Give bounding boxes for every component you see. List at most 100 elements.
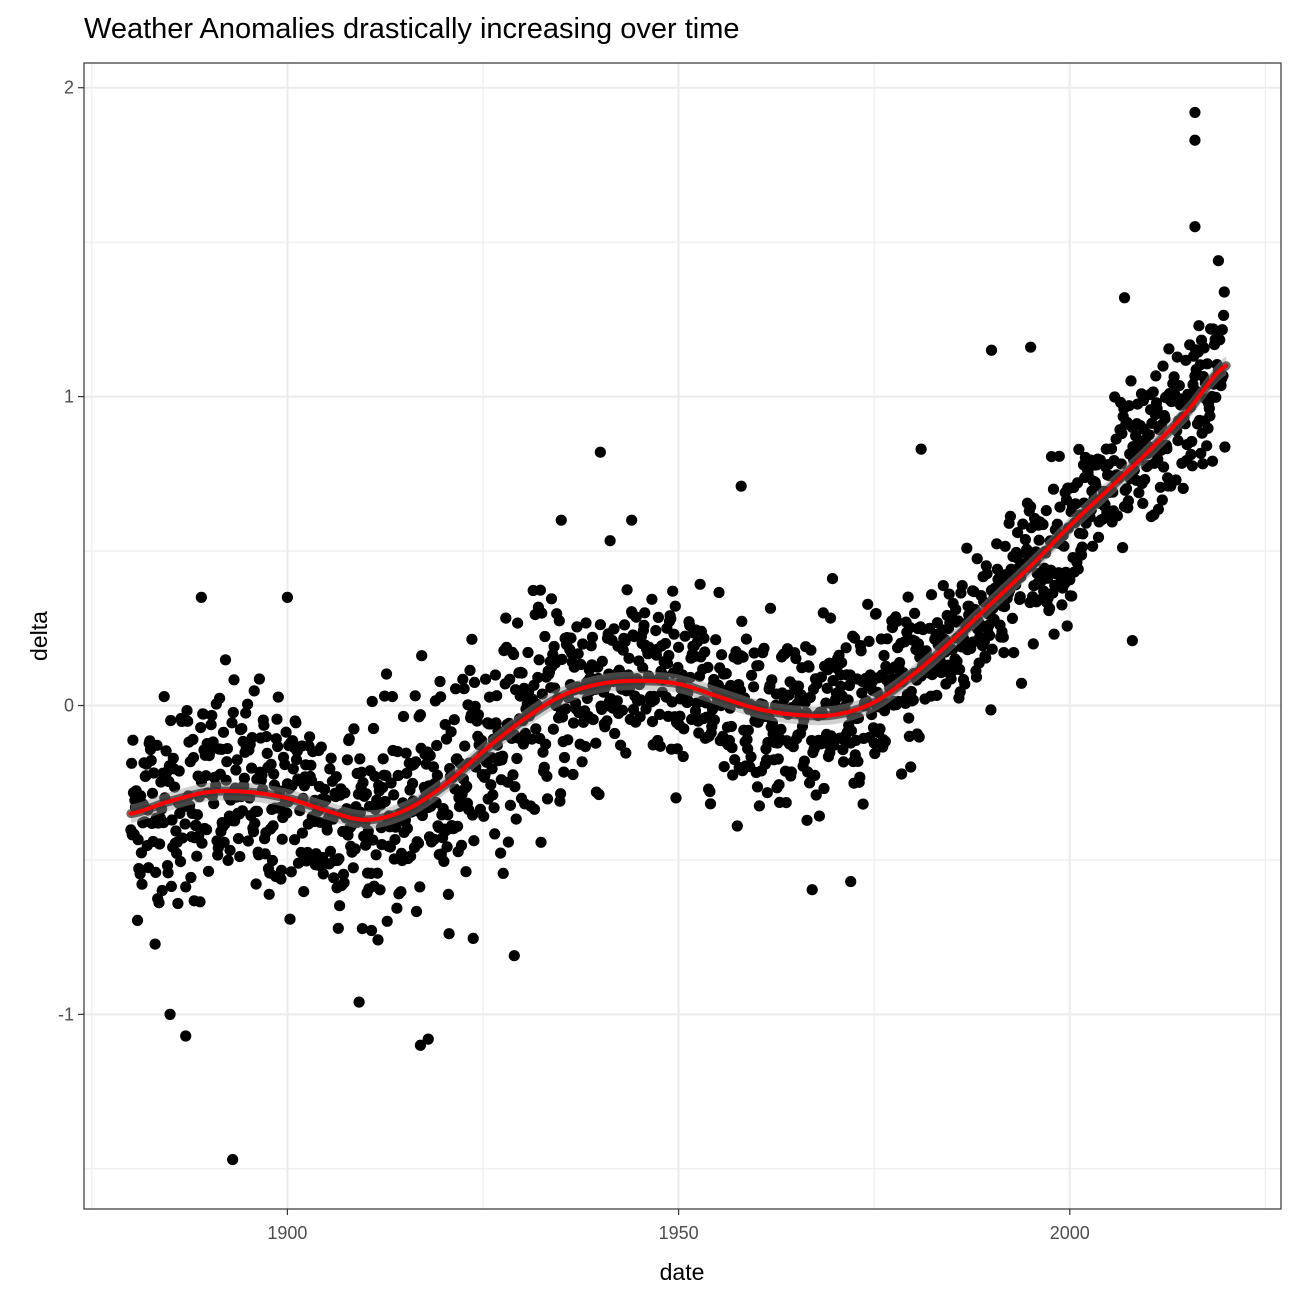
- data-point: [1072, 563, 1084, 575]
- data-point: [360, 788, 372, 800]
- data-point: [866, 709, 878, 721]
- data-point: [409, 690, 421, 702]
- data-point: [290, 717, 302, 729]
- data-point: [891, 615, 903, 627]
- data-point: [324, 763, 336, 775]
- data-point: [190, 819, 202, 832]
- data-point: [489, 669, 501, 681]
- data-point: [716, 649, 728, 661]
- data-point: [1177, 482, 1189, 494]
- data-point: [616, 704, 629, 716]
- data-point: [242, 835, 254, 847]
- data-point: [176, 832, 188, 844]
- data-point: [535, 836, 547, 848]
- data-point: [894, 657, 906, 669]
- data-point: [902, 591, 914, 603]
- data-point: [1014, 591, 1026, 603]
- data-point: [1143, 429, 1155, 441]
- data-point: [509, 781, 521, 793]
- data-point: [1087, 540, 1099, 552]
- data-point: [671, 743, 683, 755]
- data-point: [272, 740, 284, 753]
- data-point: [170, 825, 182, 837]
- data-point: [459, 740, 471, 752]
- data-point: [745, 751, 757, 763]
- data-point: [727, 769, 739, 781]
- data-point: [324, 845, 336, 858]
- data-point: [275, 873, 287, 885]
- data-point: [377, 782, 389, 794]
- data-point: [773, 779, 785, 791]
- y-axis-title: delta: [26, 611, 52, 661]
- data-point: [153, 897, 165, 909]
- data-point: [431, 739, 443, 752]
- data-point: [667, 585, 679, 597]
- data-point: [469, 700, 481, 712]
- data-point: [238, 772, 250, 784]
- data-point: [874, 723, 886, 735]
- data-point: [1185, 448, 1197, 461]
- data-point: [400, 747, 412, 759]
- data-point: [431, 769, 443, 782]
- chart-title: Weather Anomalies drastically increasing…: [84, 13, 739, 45]
- data-point: [553, 615, 565, 627]
- data-point-outlier: [508, 950, 520, 962]
- data-point: [1090, 479, 1102, 492]
- data-point: [1218, 286, 1230, 298]
- data-point: [1027, 638, 1039, 650]
- data-point: [840, 642, 852, 654]
- data-point: [748, 681, 760, 693]
- data-point: [236, 805, 248, 817]
- data-point: [126, 757, 138, 769]
- data-point: [249, 817, 261, 829]
- data-point: [835, 680, 847, 693]
- data-point: [414, 881, 426, 893]
- data-point: [182, 715, 194, 727]
- data-point: [842, 694, 854, 706]
- data-point: [511, 752, 523, 765]
- data-point: [367, 722, 380, 735]
- data-point: [154, 838, 166, 850]
- data-point: [502, 836, 514, 848]
- data-point-outlier: [414, 1039, 427, 1051]
- data-point: [253, 673, 265, 685]
- data-point: [173, 765, 185, 777]
- data-point: [533, 654, 545, 666]
- data-point: [1019, 534, 1031, 546]
- data-point: [536, 607, 548, 619]
- data-point: [1158, 461, 1170, 473]
- data-point: [258, 719, 270, 731]
- data-point: [792, 680, 805, 692]
- data-point: [1017, 518, 1029, 530]
- data-point: [1214, 334, 1226, 346]
- data-point: [1033, 534, 1045, 546]
- data-point: [428, 833, 440, 845]
- data-point: [704, 798, 717, 810]
- data-point: [491, 690, 503, 702]
- data-point: [1073, 443, 1085, 455]
- data-point: [863, 635, 875, 648]
- data-point: [1139, 473, 1151, 486]
- data-point: [772, 753, 784, 765]
- data-point: [548, 640, 560, 653]
- data-point: [179, 818, 191, 830]
- data-point: [379, 795, 391, 808]
- data-point-outlier: [227, 1153, 239, 1166]
- data-point: [1161, 443, 1173, 455]
- data-point: [663, 649, 675, 662]
- data-point: [522, 646, 534, 659]
- data-point: [407, 777, 419, 790]
- data-point: [981, 568, 993, 580]
- data-point: [556, 653, 568, 666]
- data-point: [341, 754, 353, 766]
- data-point: [1218, 309, 1230, 321]
- data-point: [638, 619, 650, 631]
- data-point: [389, 834, 401, 846]
- data-point: [801, 814, 813, 826]
- data-point: [587, 714, 599, 726]
- data-point: [637, 662, 649, 674]
- data-point: [134, 868, 146, 880]
- data-point: [287, 763, 299, 775]
- data-point: [843, 679, 856, 692]
- data-point: [374, 884, 386, 896]
